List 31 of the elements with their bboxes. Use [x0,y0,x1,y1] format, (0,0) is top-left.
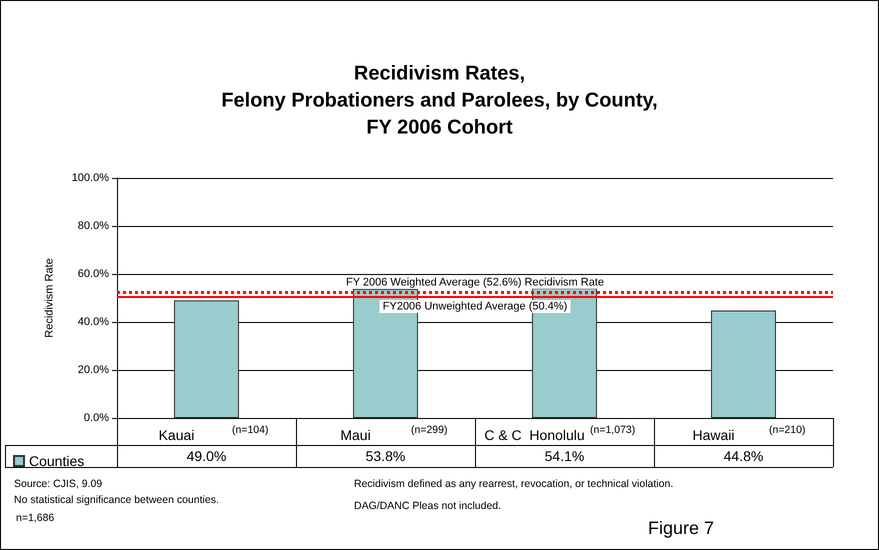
text: (n=210) [769,424,806,436]
x-tick-label: C & C Honolulu [484,427,585,443]
x-tick-label: Kauai [158,427,194,443]
ref-line-label: FY 2006 Weighted Average (52.6%) Recidivism Rate [346,276,604,288]
text: DAG/DANC Pleas not included. [354,500,502,512]
bar [711,310,776,418]
text: (n=104) [232,424,268,436]
x-tick-label: Hawaii [692,427,735,443]
legend-label: Counties [29,453,84,469]
bar [174,300,239,418]
text: Recidivism defined as any rearrest, revocation, or technical violation. [354,478,674,490]
text: n=1,686 [16,512,54,524]
y-tick-label: 20.0% [78,364,110,376]
y-tick-label: 100.0% [72,172,110,184]
text: No statistical significance between counties. [14,494,219,506]
caption: Figure 7 [648,518,714,539]
text: (n=1,073) [590,424,636,436]
chart-title: Recidivism Rates, Felony Probationers and Parolees, by County, FY 2006 Cohort [221,62,658,138]
ref-line-label: FY2006 Unweighted Average (50.4%) [382,300,568,313]
x-tick-label: Maui [340,427,371,443]
data-label: 44.8% [722,448,764,464]
data-label: 54.1% [544,448,586,464]
source-note: Source: CJIS, 9.09 [14,478,102,490]
y-tick-label: 0.0% [84,412,110,424]
data-label: 53.8% [364,448,406,464]
y-tick-label: 80.0% [78,220,110,232]
text: (n=299) [411,424,448,436]
y-axis-title: Recidivism Rate [44,258,56,338]
y-tick-label: 40.0% [78,316,110,328]
data-label: 49.0% [186,448,228,464]
y-tick-label: 60.0% [78,268,110,280]
